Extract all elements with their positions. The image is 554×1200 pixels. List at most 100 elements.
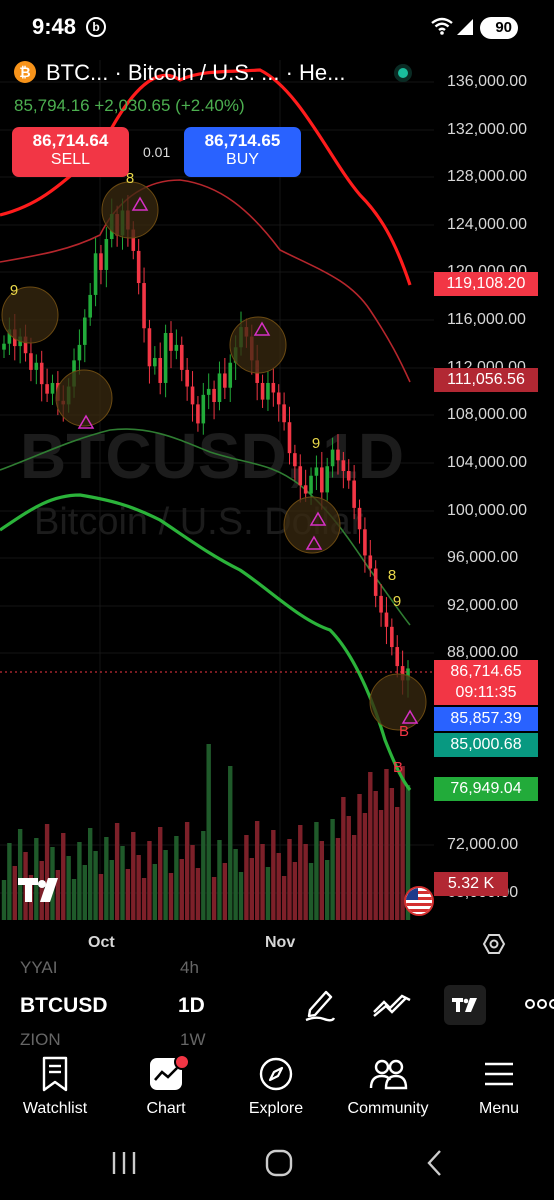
volume-bar	[1, 880, 7, 920]
volume-bar	[330, 819, 335, 920]
more-tools-icon[interactable]	[524, 996, 554, 1012]
candle-body	[346, 470, 351, 481]
volume-bar	[287, 839, 292, 920]
signal-highlight	[1, 286, 59, 344]
signal-label: 9	[10, 282, 18, 299]
home-icon[interactable]	[264, 1148, 294, 1178]
volume-bar	[93, 851, 98, 920]
volume-bar	[201, 831, 206, 920]
candle-body	[196, 404, 200, 424]
picker-next-symbol[interactable]: ZION	[20, 1030, 61, 1049]
nav-explore-label: Explore	[248, 1100, 304, 1117]
buy-label: BUY	[226, 151, 259, 168]
volume-bar	[114, 823, 120, 920]
volume-bar	[104, 837, 109, 920]
volume-bar	[357, 794, 362, 920]
candle-body	[190, 386, 195, 405]
volume-bar	[260, 844, 265, 920]
candle-body	[201, 394, 206, 424]
candle-body	[314, 467, 319, 476]
market-status-icon[interactable]	[394, 64, 412, 82]
volume-bar	[368, 772, 373, 920]
candle-body	[88, 294, 92, 318]
back-icon[interactable]	[424, 1148, 444, 1178]
warning-triangle	[131, 196, 149, 211]
signal-highlight	[229, 316, 287, 374]
draw-tool-icon[interactable]	[302, 986, 336, 1022]
picker-next-interval[interactable]: 1W	[180, 1030, 206, 1049]
volume-bar	[298, 825, 303, 920]
volume-bar	[281, 876, 287, 920]
recent-apps-icon[interactable]	[110, 1148, 138, 1178]
price-tag: 119,108.20	[434, 272, 538, 296]
warning-triangle	[77, 414, 95, 429]
candle-body	[406, 668, 410, 681]
candle-body	[341, 460, 346, 471]
y-tick-label: 88,000.00	[447, 644, 519, 661]
signal-markers: 9 8 9 8 9 B B	[1, 170, 427, 776]
warning-triangle	[305, 535, 323, 550]
candle-body	[50, 382, 55, 394]
picker-symbol[interactable]: BTCUSD	[20, 994, 108, 1017]
y-tick-label: 104,000.00	[447, 454, 528, 471]
indicators-tool-icon[interactable]	[372, 986, 412, 1022]
candle-body	[293, 453, 297, 467]
candle-body	[368, 555, 373, 569]
notification-badge-icon: b	[86, 17, 106, 37]
volume-bar	[351, 835, 357, 920]
community-icon	[369, 1059, 408, 1090]
candle-body	[153, 357, 157, 367]
volume-bar	[341, 797, 346, 920]
volume-bar	[179, 859, 184, 920]
volume-bar	[174, 836, 179, 920]
picker-prev-interval[interactable]: 4h	[180, 958, 199, 977]
candle-body	[357, 507, 362, 530]
y-tick-label: 108,000.00	[447, 406, 528, 423]
price-tag: 86,714.65	[434, 660, 538, 684]
warning-triangle	[401, 709, 419, 724]
price-tag: 111,056.56	[434, 368, 538, 392]
x-tick-oct: Oct	[88, 934, 115, 951]
volume-bar	[141, 878, 147, 920]
candle-body	[39, 362, 44, 385]
volume-bar	[152, 864, 158, 920]
cell-signal-icon	[457, 19, 473, 35]
volume-bar	[195, 868, 201, 920]
candle-body	[395, 647, 400, 667]
picker-interval[interactable]: 1D	[178, 994, 205, 1017]
volume-bar	[373, 791, 378, 920]
explore-compass-icon	[259, 1057, 293, 1091]
volume-bar	[120, 846, 125, 920]
chart-settings-icon[interactable]	[482, 932, 506, 956]
sell-button[interactable]: 86,714.64 SELL	[12, 127, 129, 177]
candle-body	[260, 382, 265, 400]
volume-bar	[362, 813, 368, 920]
buy-button[interactable]: 86,714.65 BUY	[184, 127, 301, 177]
symbol-title[interactable]: BTC... · Bitcoin / U.S. ... · He...	[46, 60, 346, 85]
nav-menu-label: Menu	[478, 1100, 520, 1117]
picker-prev-symbol[interactable]: YYAI	[20, 958, 58, 977]
sell-price: 86,714.64	[32, 131, 109, 150]
volume-bar	[228, 766, 233, 920]
candle-body	[309, 475, 313, 494]
chart-type-button[interactable]	[444, 985, 486, 1025]
tradingview-logo-icon	[18, 878, 58, 902]
volume-bar	[271, 830, 276, 920]
candle-body	[282, 404, 286, 423]
candle-body	[228, 362, 233, 388]
y-tick-label: 124,000.00	[447, 216, 528, 233]
signal-label: 8	[126, 170, 134, 187]
candle-body	[169, 333, 173, 351]
us-flag-icon[interactable]	[404, 886, 434, 916]
volume-bar	[384, 769, 389, 920]
volume-bar	[308, 863, 314, 920]
candle-body	[276, 392, 281, 405]
watermark-symbol: BTCUSD, 1D	[20, 420, 404, 492]
volume-bar	[82, 865, 87, 920]
watchlist-icon	[42, 1056, 68, 1092]
volume-bar	[238, 872, 244, 920]
signal-highlight	[101, 181, 159, 239]
candle-body	[23, 336, 28, 354]
signal-label: 9	[312, 435, 320, 452]
candle-body	[352, 480, 356, 508]
